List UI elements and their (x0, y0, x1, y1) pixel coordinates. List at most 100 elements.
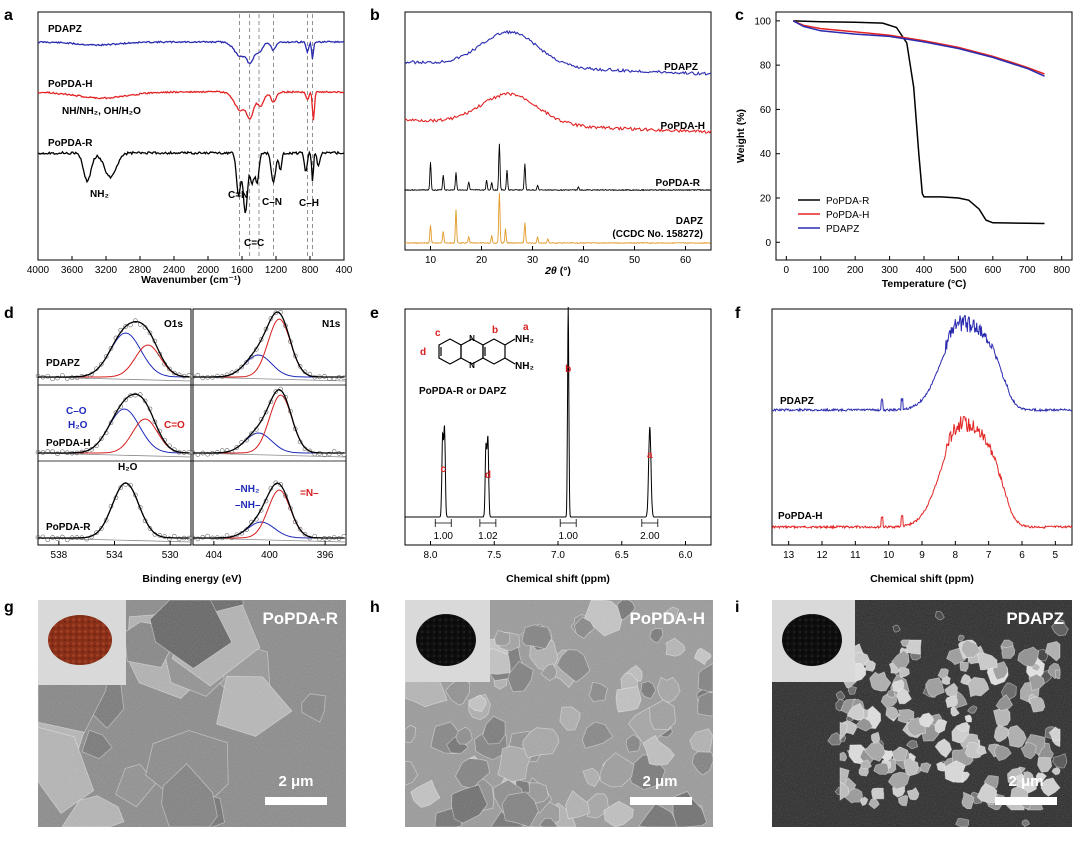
axis-ticks: 0 100 200 300 400 500 600 700 800 0 20 40 60 80 100 (754, 16, 1070, 276)
component-peak (193, 354, 345, 378)
ring (438, 338, 462, 365)
series-label: PoPDA-R (46, 522, 91, 533)
data-point (273, 389, 279, 394)
plot-frame (37, 11, 345, 261)
sample-label: PoPDA-R (262, 609, 338, 628)
n1s-frame (192, 308, 347, 546)
integral-value: 1.00 (434, 531, 454, 542)
data-point (292, 353, 298, 359)
component-label: =N– (300, 488, 319, 499)
envelope-fit (38, 321, 190, 378)
tick-label: 534 (106, 550, 123, 561)
data-point (327, 451, 332, 457)
data-point (167, 536, 172, 541)
tick-label: 100 (754, 16, 771, 27)
series-label: PoPDA-R (48, 138, 93, 149)
series-line-popda-h (792, 20, 1045, 75)
tick-label: 800 (1053, 265, 1070, 276)
data-point (118, 485, 124, 490)
series-label: PoPDA-H (661, 121, 705, 132)
tick-label: 400 (261, 550, 278, 561)
peak-letter: d (485, 470, 491, 481)
tick-label: 30 (527, 255, 539, 266)
data-point (69, 375, 75, 381)
tick-label: 7 (986, 550, 992, 561)
y-axis-title: Weight (%) (735, 109, 747, 163)
baseline (192, 537, 347, 543)
panel-letter: f (735, 305, 741, 322)
plot-frame (771, 308, 1073, 546)
panel-h: h PoPDA-H 2 μm (370, 599, 714, 828)
series-label: PDAPZ (46, 358, 80, 369)
x-axis-ticks: 13 12 11 10 9 8 7 6 5 (783, 541, 1059, 561)
envelope-fit (193, 311, 345, 378)
tick-label: 800 (302, 265, 319, 276)
component-label: –NH₂ (235, 484, 259, 495)
annotation: C=N (228, 190, 248, 201)
series-line-pdapz (37, 40, 345, 65)
x-axis-title: Chemical shift (ppm) (870, 573, 974, 585)
data-point (35, 535, 41, 540)
data-point (55, 451, 60, 457)
x-axis-title: Wavenumber (cm⁻¹) (141, 274, 241, 286)
component-peak (38, 332, 190, 378)
tick-label: 600 (984, 265, 1001, 276)
ccdc-label: (CCDC No. 158272) (612, 229, 703, 240)
panel-f: f PDAPZ PoPDA-H 13 12 11 10 9 8 7 6 5 Chemical s… (735, 305, 1073, 585)
tick-label: 400 (916, 265, 933, 276)
panel-letter: i (735, 599, 739, 616)
tick-label: 8 (953, 550, 959, 561)
legend-label: PDAPZ (826, 224, 859, 235)
amine-label: NH₂ (515, 361, 534, 372)
panel-letter: h (370, 599, 380, 616)
plot-frame (404, 308, 712, 546)
series-line-popda-h (37, 90, 345, 121)
data-point (147, 526, 153, 531)
component-peak (193, 432, 345, 454)
series-line-popda-r (793, 20, 1045, 225)
legend: PoPDA-R PoPDA-H PDAPZ (798, 196, 869, 235)
panel-e: e N N c d b a NH₂ NH₂ PoPDA-R or DAPZ c 1… (370, 305, 712, 585)
panel-letter: d (4, 305, 14, 322)
tick-label: 7.0 (551, 550, 565, 561)
data-point (94, 530, 99, 535)
scale-bar-label: 2 μm (642, 773, 677, 790)
data-point (273, 310, 279, 316)
series-label: PDAPZ (664, 62, 698, 73)
data-point (60, 534, 65, 540)
tick-label: 2800 (129, 265, 152, 276)
series-label: PDAPZ (48, 24, 82, 35)
data-point (322, 374, 327, 379)
peak-letter: b (565, 364, 571, 375)
component-label: C–O (66, 406, 87, 417)
powder-photo (416, 614, 476, 666)
data-point (98, 526, 104, 531)
data-point (60, 449, 65, 455)
panel-c: c 0 100 200 300 400 500 600 700 800020406080100 … (735, 7, 1073, 290)
data-point (147, 330, 153, 336)
tick-label: 0 (784, 265, 790, 276)
tick-label: 80 (760, 61, 772, 72)
series-label: PoPDA-H (778, 511, 822, 522)
dashed-guide-lines (239, 14, 313, 258)
data-point (84, 374, 89, 379)
tick-label: 1200 (265, 265, 288, 276)
series-label: PoPDA-H (46, 438, 90, 449)
tick-label: 4000 (27, 265, 50, 276)
series-line-popda-r (404, 143, 711, 192)
x-axis-title: 2θ (°) (544, 265, 571, 277)
panel-i: i PDAPZ 2 μm (735, 599, 1072, 828)
powder-photo (48, 615, 112, 665)
panel-g: g PoPDA-R 2 μm (4, 599, 346, 828)
tick-label: 20 (760, 194, 772, 205)
ring-atom-n: N (469, 334, 475, 343)
tick-label: 500 (950, 265, 967, 276)
panel-letter: b (370, 7, 380, 24)
tick-label: 530 (162, 550, 179, 561)
xps-curves (35, 309, 347, 543)
data-point (234, 445, 240, 450)
ring-atom-n: N (469, 361, 475, 370)
data-point (35, 449, 41, 455)
envelope-fit (38, 482, 190, 539)
tick-label: 200 (847, 265, 864, 276)
